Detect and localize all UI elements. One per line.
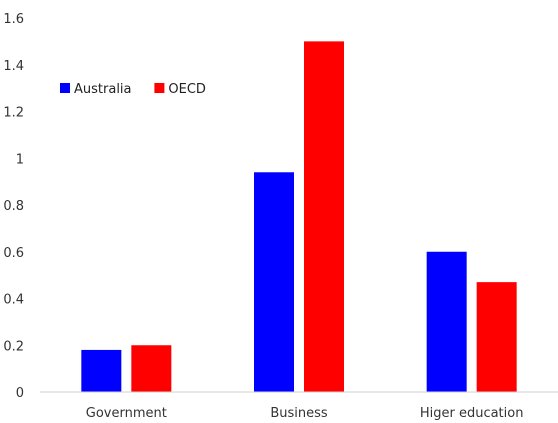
bar-australia-business: [254, 172, 294, 392]
legend-label-australia: Australia: [74, 82, 132, 97]
x-axis-ticks: Government Business Higer education: [86, 406, 524, 421]
legend-swatch-oecd: [154, 83, 165, 93]
bars: [81, 41, 517, 392]
legend-swatch-australia: [60, 83, 70, 93]
x-tick-label: Government: [86, 406, 167, 421]
y-tick-label: 0.8: [3, 199, 24, 214]
bar-australia-higer-education: [426, 251, 467, 392]
legend-label-oecd: OECD: [168, 82, 206, 97]
legend: Australia OECD: [60, 82, 206, 97]
bar-oecd-business: [304, 41, 344, 392]
y-tick-label: 0.4: [3, 293, 24, 308]
y-tick-label: 1.6: [3, 12, 24, 27]
y-tick-label: 1.2: [3, 106, 24, 121]
y-tick-label: 0.2: [3, 339, 24, 354]
y-tick-label: 0: [16, 386, 24, 401]
x-tick-label: Higer education: [420, 406, 524, 421]
y-axis-ticks: 0 0.2 0.4 0.6 0.8 1 1.2 1.4 1.6: [3, 12, 24, 401]
y-tick-label: 1.4: [3, 59, 24, 74]
y-tick-label: 0.6: [3, 246, 24, 261]
bar-australia-government: [81, 349, 122, 392]
bar-oecd-higer-education: [476, 282, 517, 392]
x-tick-label: Business: [270, 406, 328, 421]
y-tick-label: 1: [16, 152, 24, 167]
bar-oecd-government: [131, 345, 172, 392]
